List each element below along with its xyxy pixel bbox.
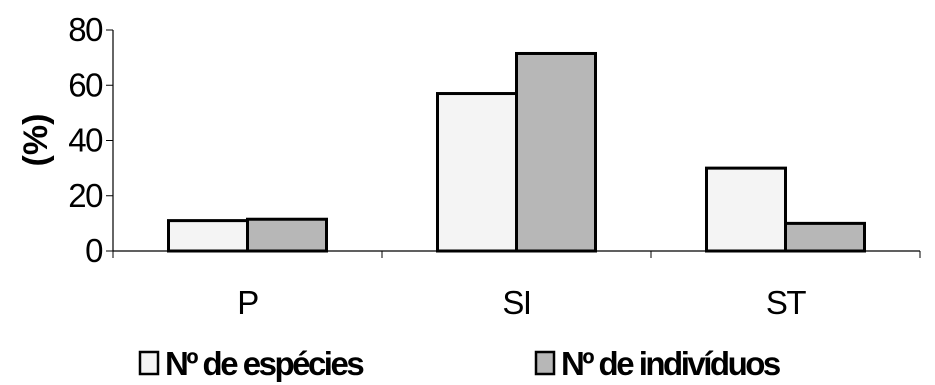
bars bbox=[167, 51, 866, 253]
y-axis-label: (%) bbox=[17, 114, 55, 167]
legend-label-series-1: Nº de espécies bbox=[165, 345, 363, 382]
y-tick-label: 0 bbox=[85, 232, 103, 269]
y-tick-label: 80 bbox=[68, 11, 103, 48]
bar-st-series-1 bbox=[705, 166, 787, 253]
axes bbox=[112, 30, 921, 258]
y-tick-label: 20 bbox=[68, 177, 103, 214]
legend-label-series-2: Nº de indivíduos bbox=[561, 345, 780, 382]
x-axis-ticks: P SI ST bbox=[237, 284, 808, 321]
y-tick-label: 60 bbox=[68, 66, 103, 103]
bar-st-series-2 bbox=[784, 221, 866, 253]
bar-p-series-1 bbox=[167, 219, 249, 253]
bar-p-series-2 bbox=[246, 217, 328, 253]
legend-swatch-series-1 bbox=[138, 350, 160, 376]
bar-si-series-1 bbox=[436, 92, 518, 253]
x-tick-label: P bbox=[237, 284, 258, 321]
x-tick-label: ST bbox=[766, 284, 807, 321]
y-axis-ticks: 0 20 40 60 80 bbox=[68, 11, 113, 269]
legend: Nº de espécies Nº de indivíduos bbox=[138, 345, 782, 382]
bar-si-series-2 bbox=[515, 51, 597, 253]
legend-swatch-series-2 bbox=[534, 350, 556, 376]
x-tick-label: SI bbox=[502, 284, 530, 321]
y-tick-label: 40 bbox=[68, 122, 103, 159]
